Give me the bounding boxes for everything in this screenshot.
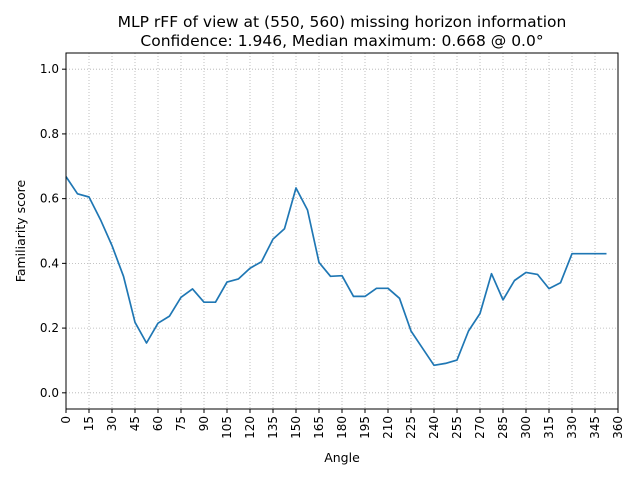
x-tick-label: 150 xyxy=(289,416,303,439)
x-tick-label: 300 xyxy=(519,416,533,439)
y-tick-label: 0.4 xyxy=(40,256,59,270)
x-tick-label: 165 xyxy=(312,416,326,439)
y-tick-label: 1.0 xyxy=(40,62,59,76)
x-tick-label: 360 xyxy=(611,416,625,439)
y-tick-label: 0.8 xyxy=(40,127,59,141)
chart-title: MLP rFF of view at (550, 560) missing ho… xyxy=(118,13,567,31)
x-tick-label: 30 xyxy=(105,416,119,431)
x-tick-label: 255 xyxy=(450,416,464,439)
x-tick-label: 120 xyxy=(243,416,257,439)
x-tick-label: 135 xyxy=(266,416,280,439)
x-tick-label: 45 xyxy=(128,416,142,431)
grid xyxy=(65,53,619,409)
chart-subtitle: Confidence: 1.946, Median maximum: 0.668… xyxy=(140,32,543,50)
x-tick-label: 240 xyxy=(427,416,441,439)
x-tick-label: 210 xyxy=(381,416,395,439)
y-tick-label: 0.2 xyxy=(40,321,59,335)
x-tick-label: 225 xyxy=(404,416,418,439)
x-tick-label: 195 xyxy=(358,416,372,439)
x-tick-label: 75 xyxy=(174,416,188,431)
x-tick-label: 90 xyxy=(197,416,211,431)
x-tick-label: 270 xyxy=(473,416,487,439)
series-layer xyxy=(65,176,607,367)
x-tick-label: 330 xyxy=(565,416,579,439)
x-tick-label: 180 xyxy=(335,416,349,439)
y-tick-label: 0.0 xyxy=(40,386,59,400)
series-line xyxy=(65,176,607,367)
x-tick-label: 15 xyxy=(82,416,96,431)
axis-ticks: 0 15 30 45 60 75 90 105 120 135 150 165 180 195 210 225… xyxy=(40,62,625,439)
x-tick-label: 315 xyxy=(542,416,556,439)
x-axis-label: Angle xyxy=(324,450,360,465)
x-tick-label: 345 xyxy=(588,416,602,439)
y-tick-label: 0.6 xyxy=(40,192,59,206)
y-axis-label: Familiarity score xyxy=(13,179,28,282)
x-tick-label: 60 xyxy=(151,416,165,431)
x-tick-label: 285 xyxy=(496,416,510,439)
x-tick-label: 105 xyxy=(220,416,234,439)
x-tick-label: 0 xyxy=(59,416,73,424)
